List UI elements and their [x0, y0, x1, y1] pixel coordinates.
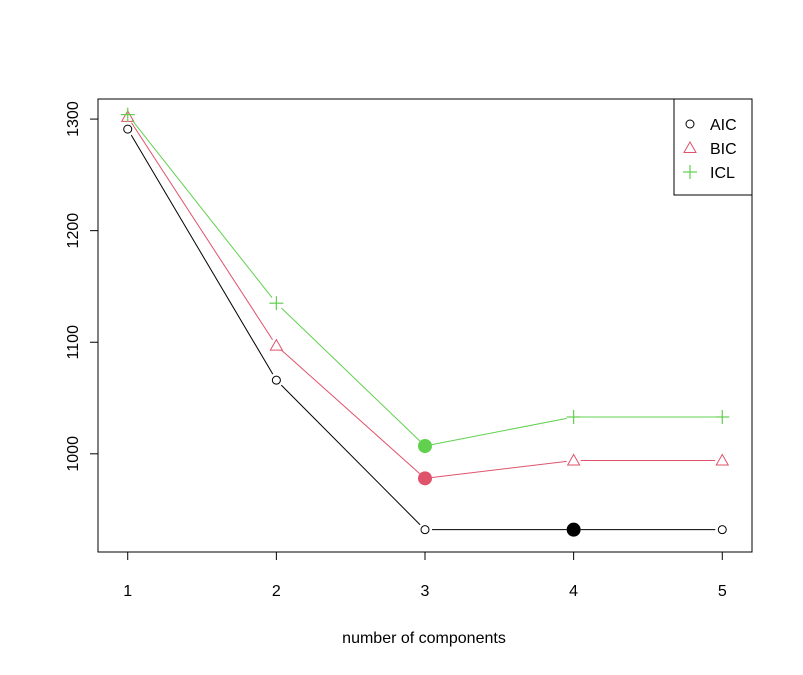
y-tick-label: 1100	[65, 325, 82, 360]
x-tick-label: 4	[569, 583, 578, 600]
x-axis: 1 2 3 4 5	[123, 551, 727, 600]
series-bic-point	[269, 338, 284, 351]
series-icl-segment	[281, 307, 421, 442]
series-layer	[120, 107, 730, 537]
legend-icl-label: ICL	[710, 165, 735, 182]
legend-aic: AIC	[685, 117, 737, 134]
series-bic-point	[715, 453, 730, 466]
series-aic-point	[123, 124, 133, 134]
series-icl	[120, 107, 730, 454]
y-axis: 1000 1100 1200 1300	[65, 101, 99, 472]
series-icl-segment	[431, 417, 567, 446]
y-tick-label: 1200	[65, 213, 82, 249]
series-aic	[123, 124, 727, 537]
series-icl-point	[566, 409, 581, 424]
series-aic-point	[717, 525, 727, 535]
legend-bic-label: BIC	[710, 141, 737, 158]
legend-bic-point	[683, 140, 697, 153]
series-bic-segment	[431, 460, 567, 479]
series-icl-point	[120, 107, 135, 122]
legend-aic-point	[685, 119, 695, 129]
series-aic-point	[420, 525, 430, 535]
legend-bic: BIC	[683, 140, 737, 158]
y-tick-label: 1300	[65, 101, 82, 137]
y-tick-label: 1000	[65, 436, 82, 472]
series-aic-point	[271, 375, 281, 385]
x-axis-title: number of components	[342, 630, 506, 647]
legend-aic-label: AIC	[710, 117, 737, 134]
series-bic-best-point	[418, 471, 432, 486]
x-tick-label: 5	[718, 583, 727, 600]
series-icl-point	[715, 409, 730, 424]
legend-icl: ICL	[683, 165, 735, 182]
x-tick-label: 1	[123, 583, 132, 600]
series-aic-segment	[130, 134, 274, 375]
series-bic-point	[566, 453, 581, 466]
x-tick-label: 2	[272, 583, 281, 600]
series-bic-segment	[131, 122, 273, 340]
series-aic-best-point	[566, 522, 581, 537]
series-aic-segment	[280, 384, 421, 526]
series-icl-best-point	[418, 439, 432, 454]
legend: AIC BIC ICL	[673, 98, 753, 196]
series-bic	[120, 109, 730, 486]
series-icl-segment	[131, 119, 273, 298]
series-icl-point	[269, 296, 284, 311]
legend-icl-point	[683, 165, 697, 179]
x-tick-label: 3	[421, 583, 430, 600]
series-bic-segment	[281, 349, 421, 475]
